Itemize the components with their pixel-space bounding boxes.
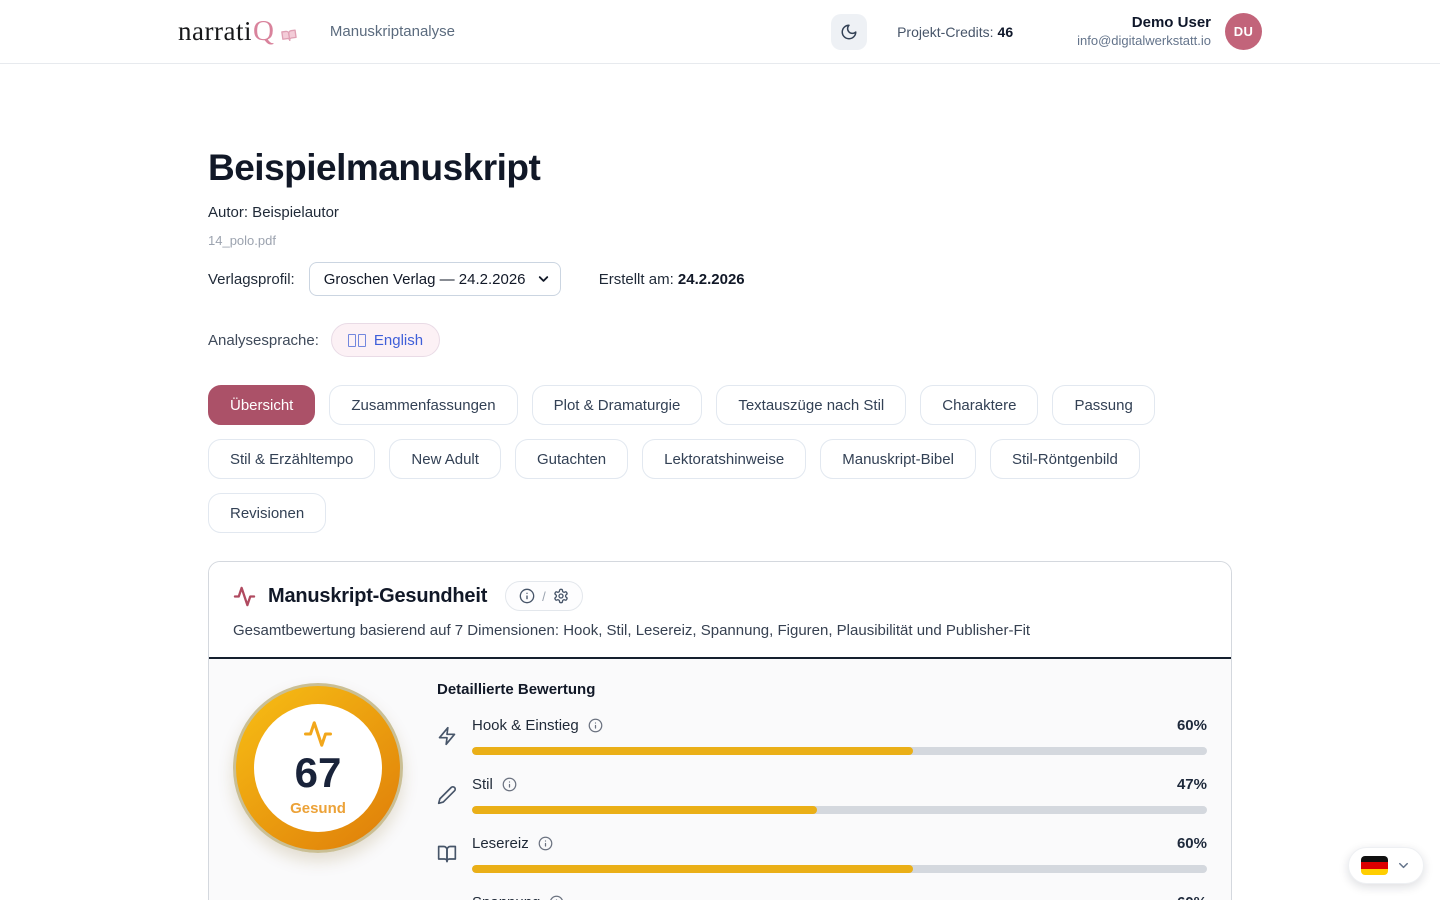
- progress-bar: [472, 747, 1207, 755]
- tab-charaktere[interactable]: Charaktere: [920, 385, 1039, 425]
- metric-value: 60%: [1176, 835, 1207, 852]
- top-bar: narrati Q Manuskriptanalyse Projekt-Credi…: [0, 0, 1440, 64]
- analysis-language-pill[interactable]: English: [330, 323, 441, 357]
- tab-gutachten[interactable]: Gutachten: [514, 439, 629, 479]
- tab-bar: Übersicht Zusammenfassungen Plot & Dramatu…: [208, 385, 1232, 533]
- tab-new-adult[interactable]: New Adult: [389, 439, 501, 479]
- german-flag-icon: [1361, 856, 1388, 875]
- metric-row: Lesereiz 60%: [437, 835, 1207, 873]
- tab-stil-röntgenbild[interactable]: Stil-Röntgenbild: [989, 439, 1140, 479]
- app-logo[interactable]: narrati Q: [178, 15, 300, 48]
- ui-language-switcher[interactable]: [1348, 847, 1424, 884]
- moon-icon: [840, 23, 858, 41]
- metric-value: 47%: [1176, 776, 1207, 793]
- card-body: 67 Gesund Detaillierte Bewertung Hook & …: [209, 659, 1231, 900]
- created-label: Erstellt am:: [598, 270, 674, 288]
- manuscript-health-card: Manuskript-Gesundheit / Gesamtbewertung …: [208, 561, 1232, 900]
- main-content: Beispielmanuskript Autor: Beispielautor …: [208, 147, 1232, 900]
- metric-row: Stil 47%: [437, 776, 1207, 814]
- tab-lektoratshinweise[interactable]: Lektoratshinweise: [642, 439, 807, 479]
- metric-label: Lesereiz: [472, 835, 529, 852]
- logo-text: narrati: [178, 16, 252, 46]
- activity-icon: [233, 585, 256, 608]
- info-icon[interactable]: [538, 836, 553, 851]
- analysis-language-row: Analysesprache: English: [208, 323, 1232, 357]
- progress-bar: [472, 806, 1207, 814]
- profile-label: Verlagsprofil:: [208, 270, 295, 288]
- health-score: 67: [294, 749, 342, 797]
- info-icon[interactable]: [502, 777, 517, 792]
- credits-value: 46: [997, 23, 1014, 40]
- tab-zusammenfassungen[interactable]: Zusammenfassungen: [329, 385, 518, 425]
- card-tools: /: [505, 581, 583, 611]
- chevron-down-icon: [1396, 858, 1411, 873]
- analysis-language-label: Analysesprache:: [208, 331, 319, 349]
- pulse-icon: [303, 719, 333, 749]
- info-icon[interactable]: [588, 718, 603, 733]
- metric-label: Spannung: [472, 894, 540, 900]
- zap-icon: [437, 726, 457, 746]
- user-name: Demo User: [1131, 14, 1211, 31]
- tab-passung[interactable]: Passung: [1052, 385, 1155, 425]
- dark-mode-toggle[interactable]: [831, 13, 868, 50]
- pencil-icon: [437, 785, 457, 805]
- card-header: Manuskript-Gesundheit / Gesamtbewertung …: [209, 562, 1231, 659]
- details-title: Detaillierte Bewertung: [437, 681, 596, 698]
- tab-manuskript-bibel[interactable]: Manuskript-Bibel: [820, 439, 976, 479]
- gear-icon[interactable]: [553, 588, 569, 604]
- metric-row: Spannung 60%: [437, 894, 1207, 900]
- credits-label: Projekt-Credits:: [897, 23, 994, 40]
- profile-row: Verlagsprofil: Groschen Verlag — 24.2.20…: [208, 262, 1232, 296]
- filename: 14_polo.pdf: [208, 233, 276, 248]
- tab-revisionen[interactable]: Revisionen: [208, 493, 327, 533]
- avatar[interactable]: DU: [1225, 13, 1262, 50]
- metric-value: 60%: [1177, 894, 1207, 900]
- health-score-gauge: 67 Gesund: [233, 683, 403, 853]
- tab-stil-erzähltempo[interactable]: Stil & Erzähltempo: [208, 439, 376, 479]
- health-status: Gesund: [290, 799, 346, 817]
- logo-accent: Q: [252, 15, 274, 47]
- book-logo-icon: [277, 26, 301, 45]
- tab-textauszüge-nach-stil[interactable]: Textauszüge nach Stil: [716, 385, 907, 425]
- publisher-profile-select[interactable]: Groschen Verlag — 24.2.2026: [308, 262, 561, 296]
- progress-bar: [472, 865, 1207, 873]
- metric-label: Stil: [472, 776, 493, 793]
- book-open-icon: [437, 844, 457, 864]
- author-line: Autor: Beispielautor: [208, 204, 339, 221]
- uk-flag-placeholder-icon: [347, 333, 366, 347]
- metric-value: 60%: [1176, 717, 1207, 734]
- created-at: Erstellt am: 24.2.2026: [599, 271, 745, 288]
- project-credits: Projekt-Credits: 46: [897, 24, 1013, 40]
- user-block: Demo User info@digitalwerkstatt.io: [1077, 14, 1211, 49]
- tab-plot-dramaturgie[interactable]: Plot & Dramaturgie: [531, 385, 703, 425]
- info-icon[interactable]: [549, 895, 564, 900]
- info-icon[interactable]: [519, 588, 535, 604]
- metrics-list: Hook & Einstieg 60% Stil 47%: [437, 717, 1207, 900]
- metric-row: Hook & Einstieg 60%: [437, 717, 1207, 755]
- app-subtitle: Manuskriptanalyse: [329, 23, 455, 40]
- metric-label: Hook & Einstieg: [472, 717, 579, 734]
- created-value: 24.2.2026: [677, 270, 745, 288]
- page-title: Beispielmanuskript: [208, 147, 541, 188]
- card-title: Manuskript-Gesundheit: [268, 584, 488, 607]
- user-email: info@digitalwerkstatt.io: [1077, 32, 1211, 48]
- card-subtitle: Gesamtbewertung basierend auf 7 Dimensio…: [233, 622, 1031, 639]
- analysis-language-value: English: [373, 331, 424, 349]
- tab-übersicht[interactable]: Übersicht: [208, 385, 316, 425]
